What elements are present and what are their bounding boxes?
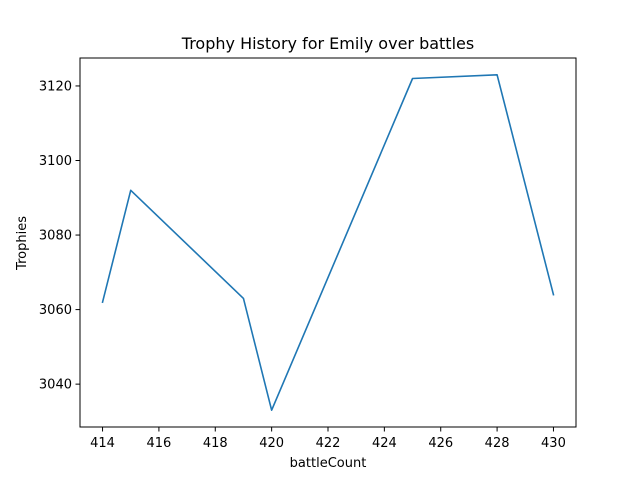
x-tick-label: 416	[146, 436, 171, 451]
x-tick-label: 414	[90, 436, 115, 451]
x-tick-label: 422	[316, 436, 341, 451]
data-point	[102, 301, 104, 303]
x-tick-label: 424	[372, 436, 397, 451]
data-point	[271, 409, 273, 411]
x-tick-label: 420	[259, 436, 284, 451]
y-axis-label: Trophies	[15, 216, 30, 271]
y-tick-label: 3100	[39, 154, 72, 169]
data-point	[412, 78, 414, 80]
y-tick-label: 3040	[39, 378, 72, 393]
data-point	[496, 74, 498, 76]
data-point	[553, 294, 555, 296]
data-point	[130, 190, 132, 192]
x-axis-label: battleCount	[290, 456, 367, 471]
x-tick-label: 418	[203, 436, 228, 451]
series-line-0	[101, 73, 555, 412]
y-tick-label: 3080	[39, 229, 72, 244]
y-tick-label: 3060	[39, 303, 72, 318]
x-axis: 414 416 418 420 422 424 426 428 430	[90, 427, 566, 451]
chart-title: Trophy History for Emily over battles	[181, 34, 474, 53]
y-tick-label: 3120	[39, 79, 72, 94]
data-point	[243, 298, 245, 300]
x-tick-label: 430	[541, 436, 566, 451]
x-tick-label: 426	[428, 436, 453, 451]
x-tick-label: 428	[485, 436, 510, 451]
y-axis: 3040 3060 3080 3100 3120	[39, 79, 80, 393]
